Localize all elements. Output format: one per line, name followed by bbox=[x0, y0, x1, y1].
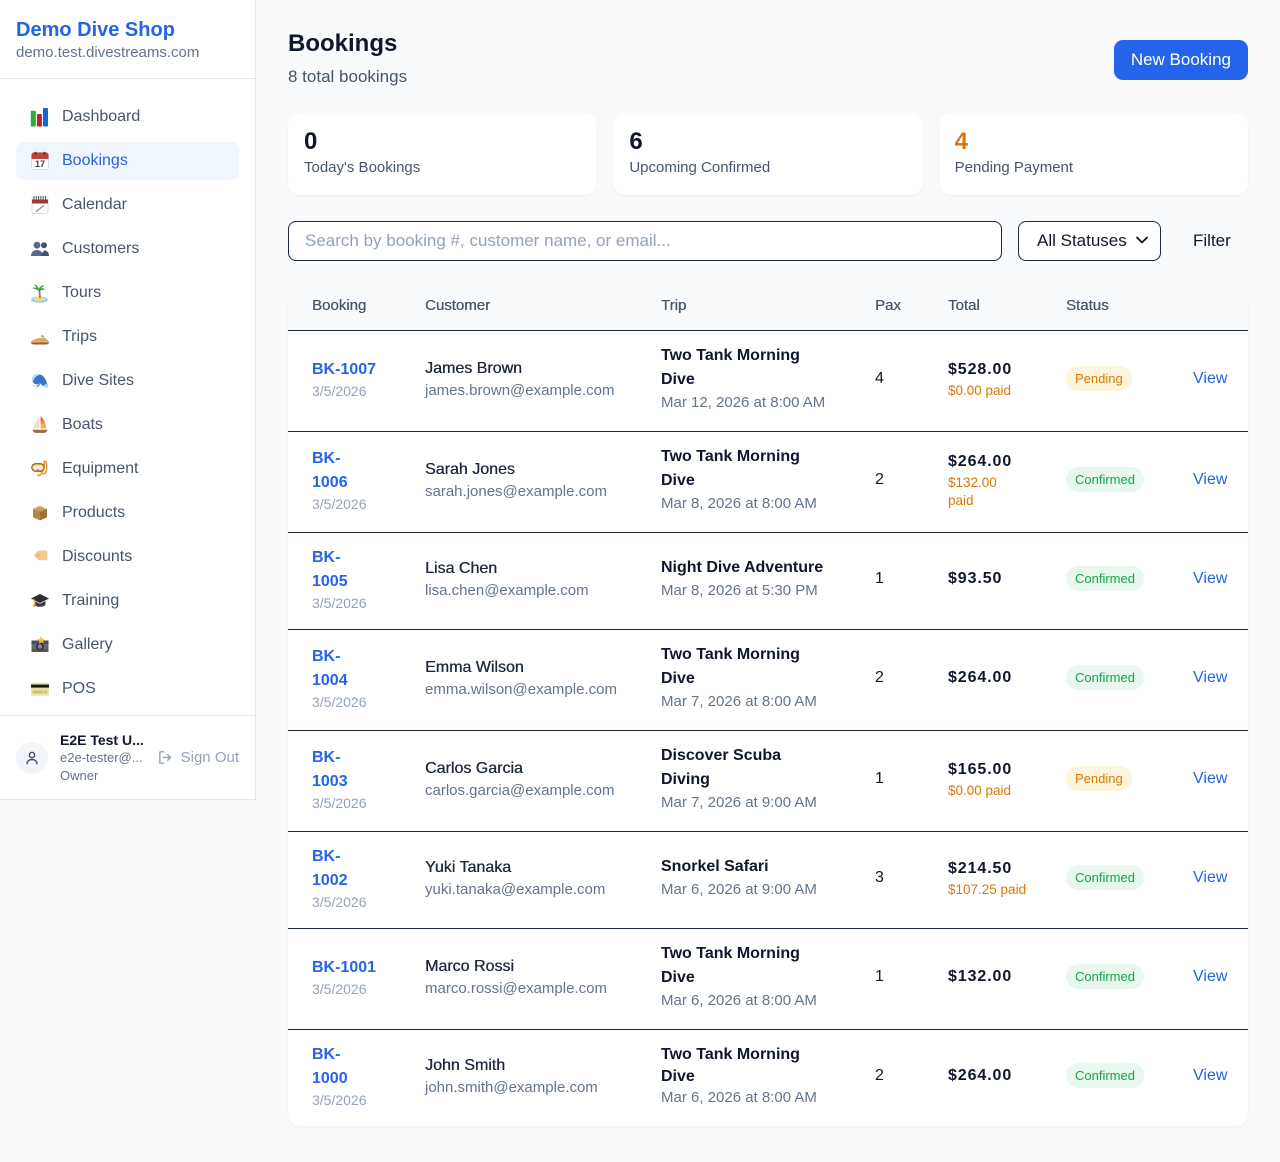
svg-text:17: 17 bbox=[35, 159, 45, 169]
